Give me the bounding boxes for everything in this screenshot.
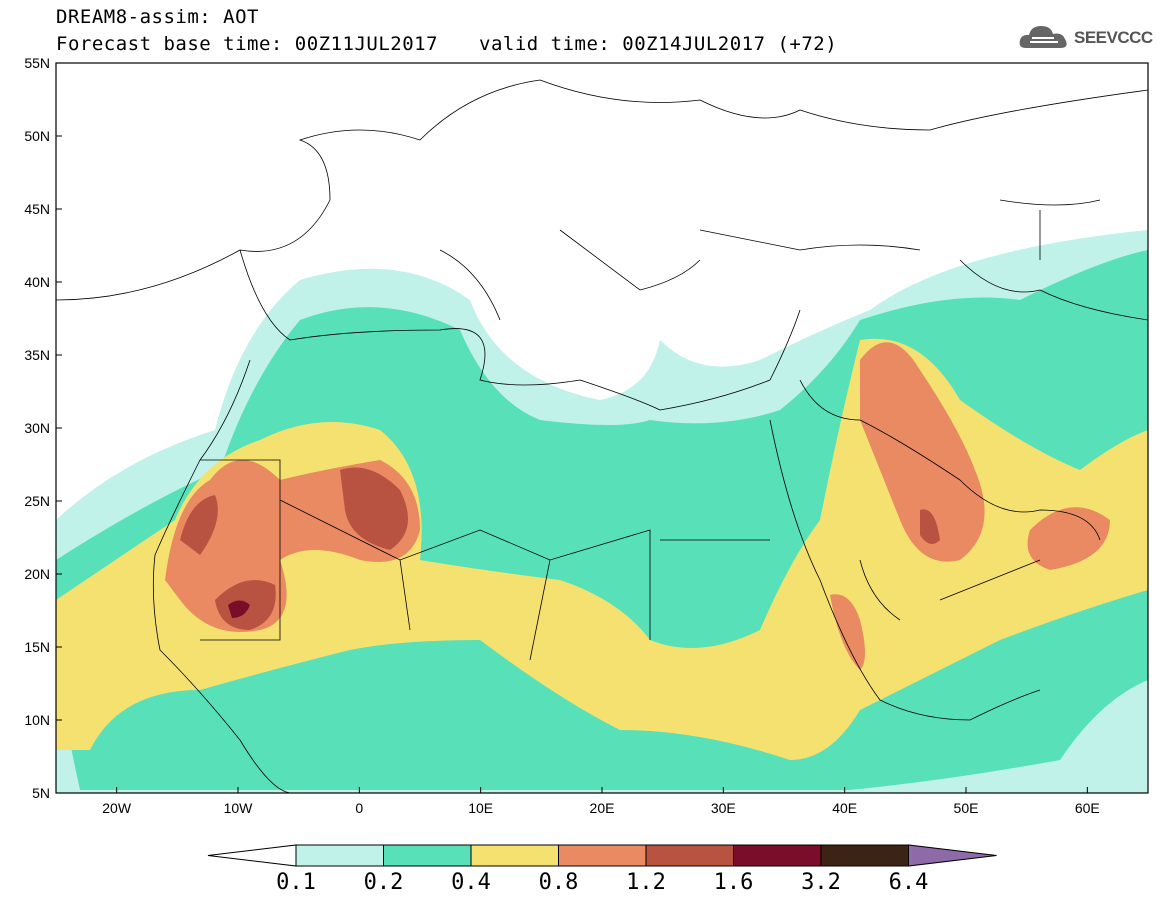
colorbar [207,844,997,867]
aot-contour-0.8-red-sea [830,594,865,670]
colorbar-label: 1.2 [626,870,666,895]
colorbar-segment [820,844,909,867]
aot-field [56,63,1148,793]
colorbar-label: 6.4 [888,870,929,895]
colorbar-segment [383,844,472,867]
lat-tick-label: 10N [24,712,50,728]
time-info: Forecast base time: 00Z11JUL2017 valid t… [56,34,837,94]
lon-tick-label: 20W [102,800,132,816]
lat-tick-label: 25N [24,493,50,509]
colorbar-label: 0.2 [363,870,404,895]
valid-time: valid time: 00Z14JUL2017 (+72) [479,33,838,55]
colorbar-label: 3.2 [801,870,841,895]
lon-tick-label: 30E [711,800,736,816]
logo-text: SEEVCCC [1074,28,1153,47]
lon-tick-label: 10E [468,800,493,816]
seevccc-logo: SEEVCCC [1018,22,1158,52]
lat-tick-label: 55N [24,55,50,71]
lat-tick-label: 5N [32,785,50,801]
colorbar-arrow-high [908,844,997,867]
colorbar-segment [295,844,384,867]
lat-tick-label: 30N [24,420,50,436]
colorbar-segment [558,844,647,867]
lat-tick-label: 45N [24,201,50,217]
lon-tick-label: 20E [590,800,615,816]
aot-contour-0.8-oman [1027,507,1110,570]
cloud-icon [1019,26,1067,48]
lon-tick-label: 0 [355,800,363,816]
lat-tick-label: 35N [24,347,50,363]
lon-tick-label: 40E [832,800,857,816]
colorbar-segment [733,844,822,867]
coastlines [56,79,1148,793]
lon-tick-label: 50E [954,800,979,816]
lon-tick-label: 10W [224,800,254,816]
colorbar-label: 0.4 [451,870,491,895]
aot-contour-1.2-center [340,467,408,550]
aot-contour-1.2 [180,495,218,555]
lat-tick-label: 20N [24,566,50,582]
colorbar-label: 1.6 [713,870,754,895]
colorbar-label: 0.1 [276,870,316,895]
colorbar-label: 0.8 [538,870,579,895]
aot-contour-1.2-iraq [920,509,940,544]
lon-axis: 20W 10W 0 10E 20E 30E 40E 50E 60E [102,787,1100,816]
lat-axis: 5N 10N 15N 20N 25N 30N 35N 40N 45N 50N 55N [24,55,62,801]
chart-title: DREAM8-assim: AOT [56,6,259,28]
lon-tick-label: 60E [1075,800,1100,816]
colorbar-segment [470,844,559,867]
aot-contour-0.8-arabia [860,342,985,562]
lat-tick-label: 15N [24,639,50,655]
lat-tick-label: 50N [24,128,50,144]
lat-tick-label: 40N [24,274,50,290]
colorbar-arrow-low [207,844,297,867]
aot-contour-1.6 [228,600,250,618]
colorbar-segment [645,844,734,867]
base-time: Forecast base time: 00Z11JUL2017 [56,33,439,55]
